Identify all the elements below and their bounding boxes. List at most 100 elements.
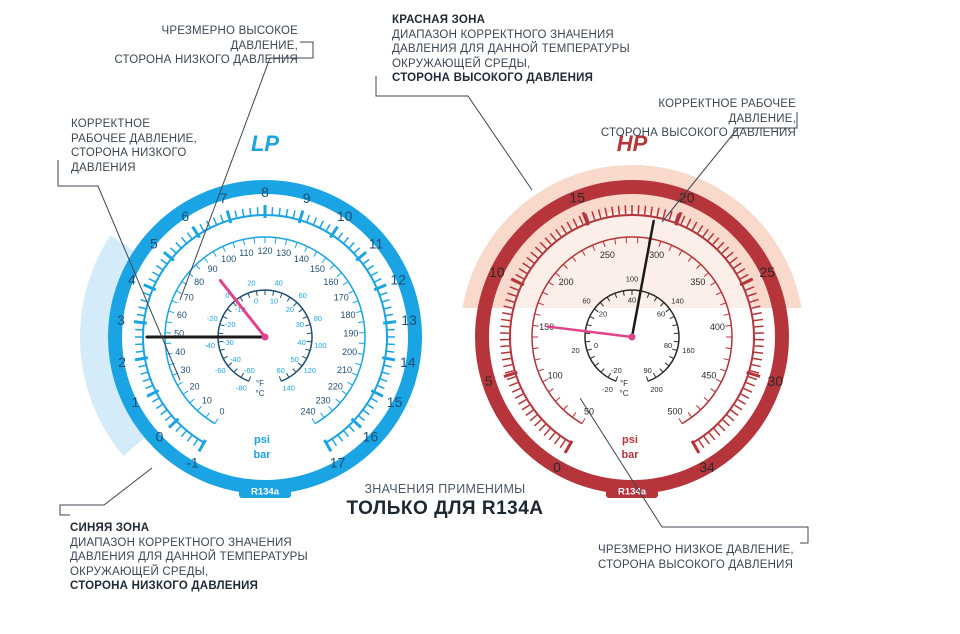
hp-bar-minor-tick [680, 215, 686, 225]
hp-psi-tick [591, 244, 596, 251]
lp-bar-minor-tick [271, 207, 274, 217]
hp-bar-minor-tick [751, 305, 761, 309]
hp-bar-minor-tick [713, 428, 721, 436]
hp-bar-minor-tick [745, 286, 755, 291]
lp-bar-minor-tick [180, 236, 188, 245]
hp-bar-minor-tick [717, 423, 726, 432]
lp-psi-tick [176, 290, 182, 295]
lp-psi-tick [171, 300, 178, 304]
hp-bar-minor-tick [650, 206, 653, 216]
lp-bar-minor-tick [175, 424, 183, 433]
hp-psi-tick [563, 263, 568, 269]
hp-bar-minor-tick [691, 221, 698, 231]
red-zone-title: КРАСНАЯ ЗОНА [392, 14, 486, 26]
lp-bar-minor-tick [312, 217, 318, 227]
lp-bar-minor-tick [361, 258, 370, 266]
hp-bar-minor-tick [534, 246, 543, 254]
lp-psi-tick [355, 362, 362, 366]
lp-bar-minor-tick [342, 236, 350, 245]
lp-temp-tick [302, 315, 308, 320]
leader-line [375, 76, 533, 191]
hp-bar-minor-tick [722, 419, 731, 427]
blue-zone-tail: СТОРОНА НИЗКОГО ДАВЛЕНИЯ [70, 580, 259, 592]
hp-bar-minor-tick [737, 398, 747, 405]
hp-temp-tick [665, 308, 670, 313]
lp-temp-tick [240, 372, 245, 378]
lp-temp-tick [227, 362, 233, 367]
note-line: ДАВЛЕНИЯ ДЛЯ ДАННОЙ ТЕМПЕРАТУРЫ [392, 43, 630, 55]
hp-bar-minor-tick [747, 292, 757, 297]
lp-psi-tick [328, 405, 333, 412]
note-line: СТОРОНА НИЗКОГО ДАВЛЕНИЯ [114, 54, 298, 66]
hp-badge-text: R134a [618, 487, 647, 498]
hp-bar-minor-tick [500, 325, 510, 328]
lp-temp-c-unit: °C [256, 389, 265, 398]
hp-bar-minor-tick [502, 312, 512, 316]
lp-bar-label: 2 [118, 354, 126, 370]
lp-psi-label: 130 [276, 248, 291, 258]
lp-temp-f-label: -20 [207, 314, 218, 323]
lp-psi-tick [168, 310, 175, 314]
hp-bar-minor-tick [730, 409, 739, 417]
hp-psi-tick [710, 388, 716, 393]
hp-temp-tick [594, 362, 600, 367]
hp-psi-tick [571, 412, 577, 418]
lp-bar-major-tick [133, 320, 147, 325]
lp-bar-major-tick [197, 439, 207, 453]
hp-bar-minor-tick [754, 345, 764, 348]
hp-psi-tick [532, 324, 539, 327]
hp-psi-tick [725, 324, 732, 327]
lp-psi-label: 160 [323, 277, 338, 287]
lp-bar-label: 6 [181, 208, 189, 224]
hp-bar-minor-tick [517, 398, 527, 405]
hp-temp-tick [606, 296, 611, 302]
lp-temp-tick [298, 308, 303, 313]
lp-temp-f-label: 140 [282, 383, 295, 392]
lp-temp-f-label: -80 [236, 383, 247, 392]
hp-psi-tick [602, 241, 606, 248]
hp-temp-f-label: 20 [571, 346, 579, 355]
lp-bar-minor-tick [135, 350, 145, 353]
lp-temp-f-label: 40 [274, 278, 282, 287]
lp-psi-tick [342, 281, 349, 286]
hp-psi-tick [555, 397, 561, 402]
hp-bar-minor-tick [578, 215, 584, 225]
hp-bar-minor-tick [548, 432, 556, 441]
hp-temp-tick [622, 290, 625, 296]
hp-temp-c-label: 20 [599, 310, 607, 319]
lp-temp-tick [247, 293, 251, 299]
lp-bar-major-tick [373, 283, 387, 292]
lp-psi-tick [177, 381, 183, 386]
hp-temp-tick [585, 340, 591, 343]
hp-bar-minor-tick [549, 232, 557, 241]
lp-bar-minor-tick [382, 306, 392, 310]
lp-bar-minor-tick [365, 264, 375, 272]
lp-bar-minor-tick [278, 207, 281, 217]
lp-bar-major-tick [355, 251, 368, 262]
lp-psi-tick [253, 237, 256, 244]
lp-bar-minor-tick [142, 291, 152, 297]
lp-bar-minor-tick [378, 377, 388, 383]
lp-temp-tick [232, 302, 237, 307]
lp-bar-minor-tick [152, 396, 161, 403]
lp-temp-tick [302, 355, 307, 360]
lp-temp-tick [293, 302, 298, 307]
hp-temp-tick [646, 293, 650, 299]
hp-psi-label: 300 [649, 250, 664, 260]
hp-psi-tick [703, 397, 709, 402]
lp-bar-minor-tick [160, 408, 169, 416]
lp-bar-minor-tick [372, 277, 382, 284]
hp-temp-c-label: 60 [657, 310, 665, 319]
lp-bar-minor-tick [385, 343, 395, 346]
note-line: РАБОЧЕЕ ДАВЛЕНИЕ, [71, 132, 197, 145]
leader-line [179, 41, 314, 301]
lp-bar-major-tick [297, 210, 305, 224]
lp-temp-tick [292, 368, 297, 373]
hp-psi-tick [581, 250, 586, 256]
hp-bar-minor-tick [554, 436, 561, 445]
hp-bar-minor-tick [559, 439, 566, 449]
lp-bar-major-tick [329, 225, 339, 239]
hp-psi-tick [710, 281, 716, 286]
lp-bar-label: 1 [132, 394, 140, 410]
lp-bar-minor-tick [155, 402, 165, 410]
